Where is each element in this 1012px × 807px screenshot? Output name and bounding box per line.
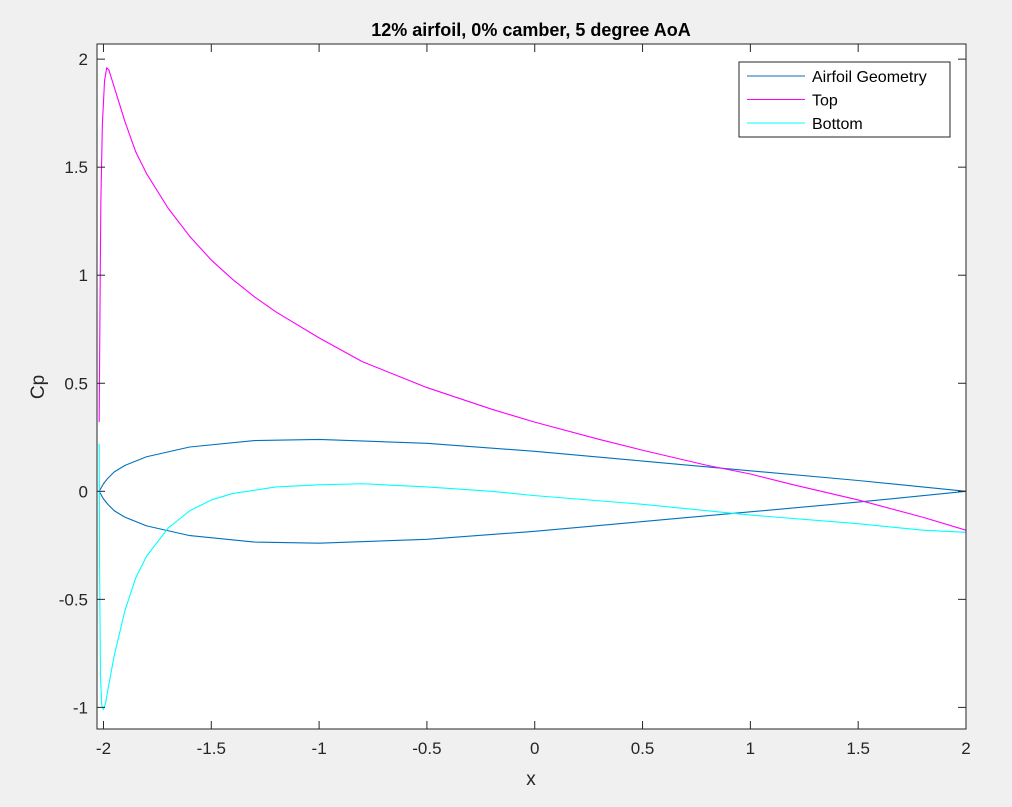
x-tick-label: 2	[961, 739, 970, 758]
x-tick-label: 1	[746, 739, 755, 758]
axes-box	[96, 43, 967, 730]
x-tick-label: 1.5	[846, 739, 870, 758]
x-tick-label: -2	[96, 739, 111, 758]
y-tick-label: 1	[79, 266, 88, 285]
ticks-layer: -2 -1.5 -1 -0.5 0 0.5 1 1.5 2 -1 -0.5 0 0.5 1 1.5 2	[59, 44, 971, 758]
y-tick-label: -0.5	[59, 590, 88, 609]
y-tick-label: 0.5	[64, 374, 88, 393]
plot-area	[97, 44, 966, 729]
y-axis-label: Cp	[28, 375, 49, 399]
series-line-top	[98, 67, 967, 531]
legend-label-top: Top	[812, 93, 838, 110]
x-tick-label: 0	[530, 739, 539, 758]
legend-label-airfoil-geometry: Airfoil Geometry	[812, 69, 927, 86]
y-tick-label: -1	[73, 698, 88, 717]
legend-entries: Airfoil Geometry Top Bottom	[747, 69, 927, 133]
x-tick-label: -1.5	[197, 739, 226, 758]
x-tick-label: 0.5	[631, 739, 655, 758]
y-tick-label: 2	[79, 50, 88, 69]
chart-title: 12% airfoil, 0% camber, 5 degree AoA	[371, 20, 690, 40]
series-line-bottom	[98, 443, 967, 711]
x-axis-label: x	[526, 769, 536, 790]
x-tick-label: -0.5	[412, 739, 441, 758]
x-tick-label: -1	[312, 739, 327, 758]
legend: Airfoil Geometry Top Bottom	[738, 61, 951, 138]
legend-label-bottom: Bottom	[812, 116, 863, 133]
y-tick-label: 1.5	[64, 158, 88, 177]
y-tick-label: 0	[79, 482, 88, 501]
